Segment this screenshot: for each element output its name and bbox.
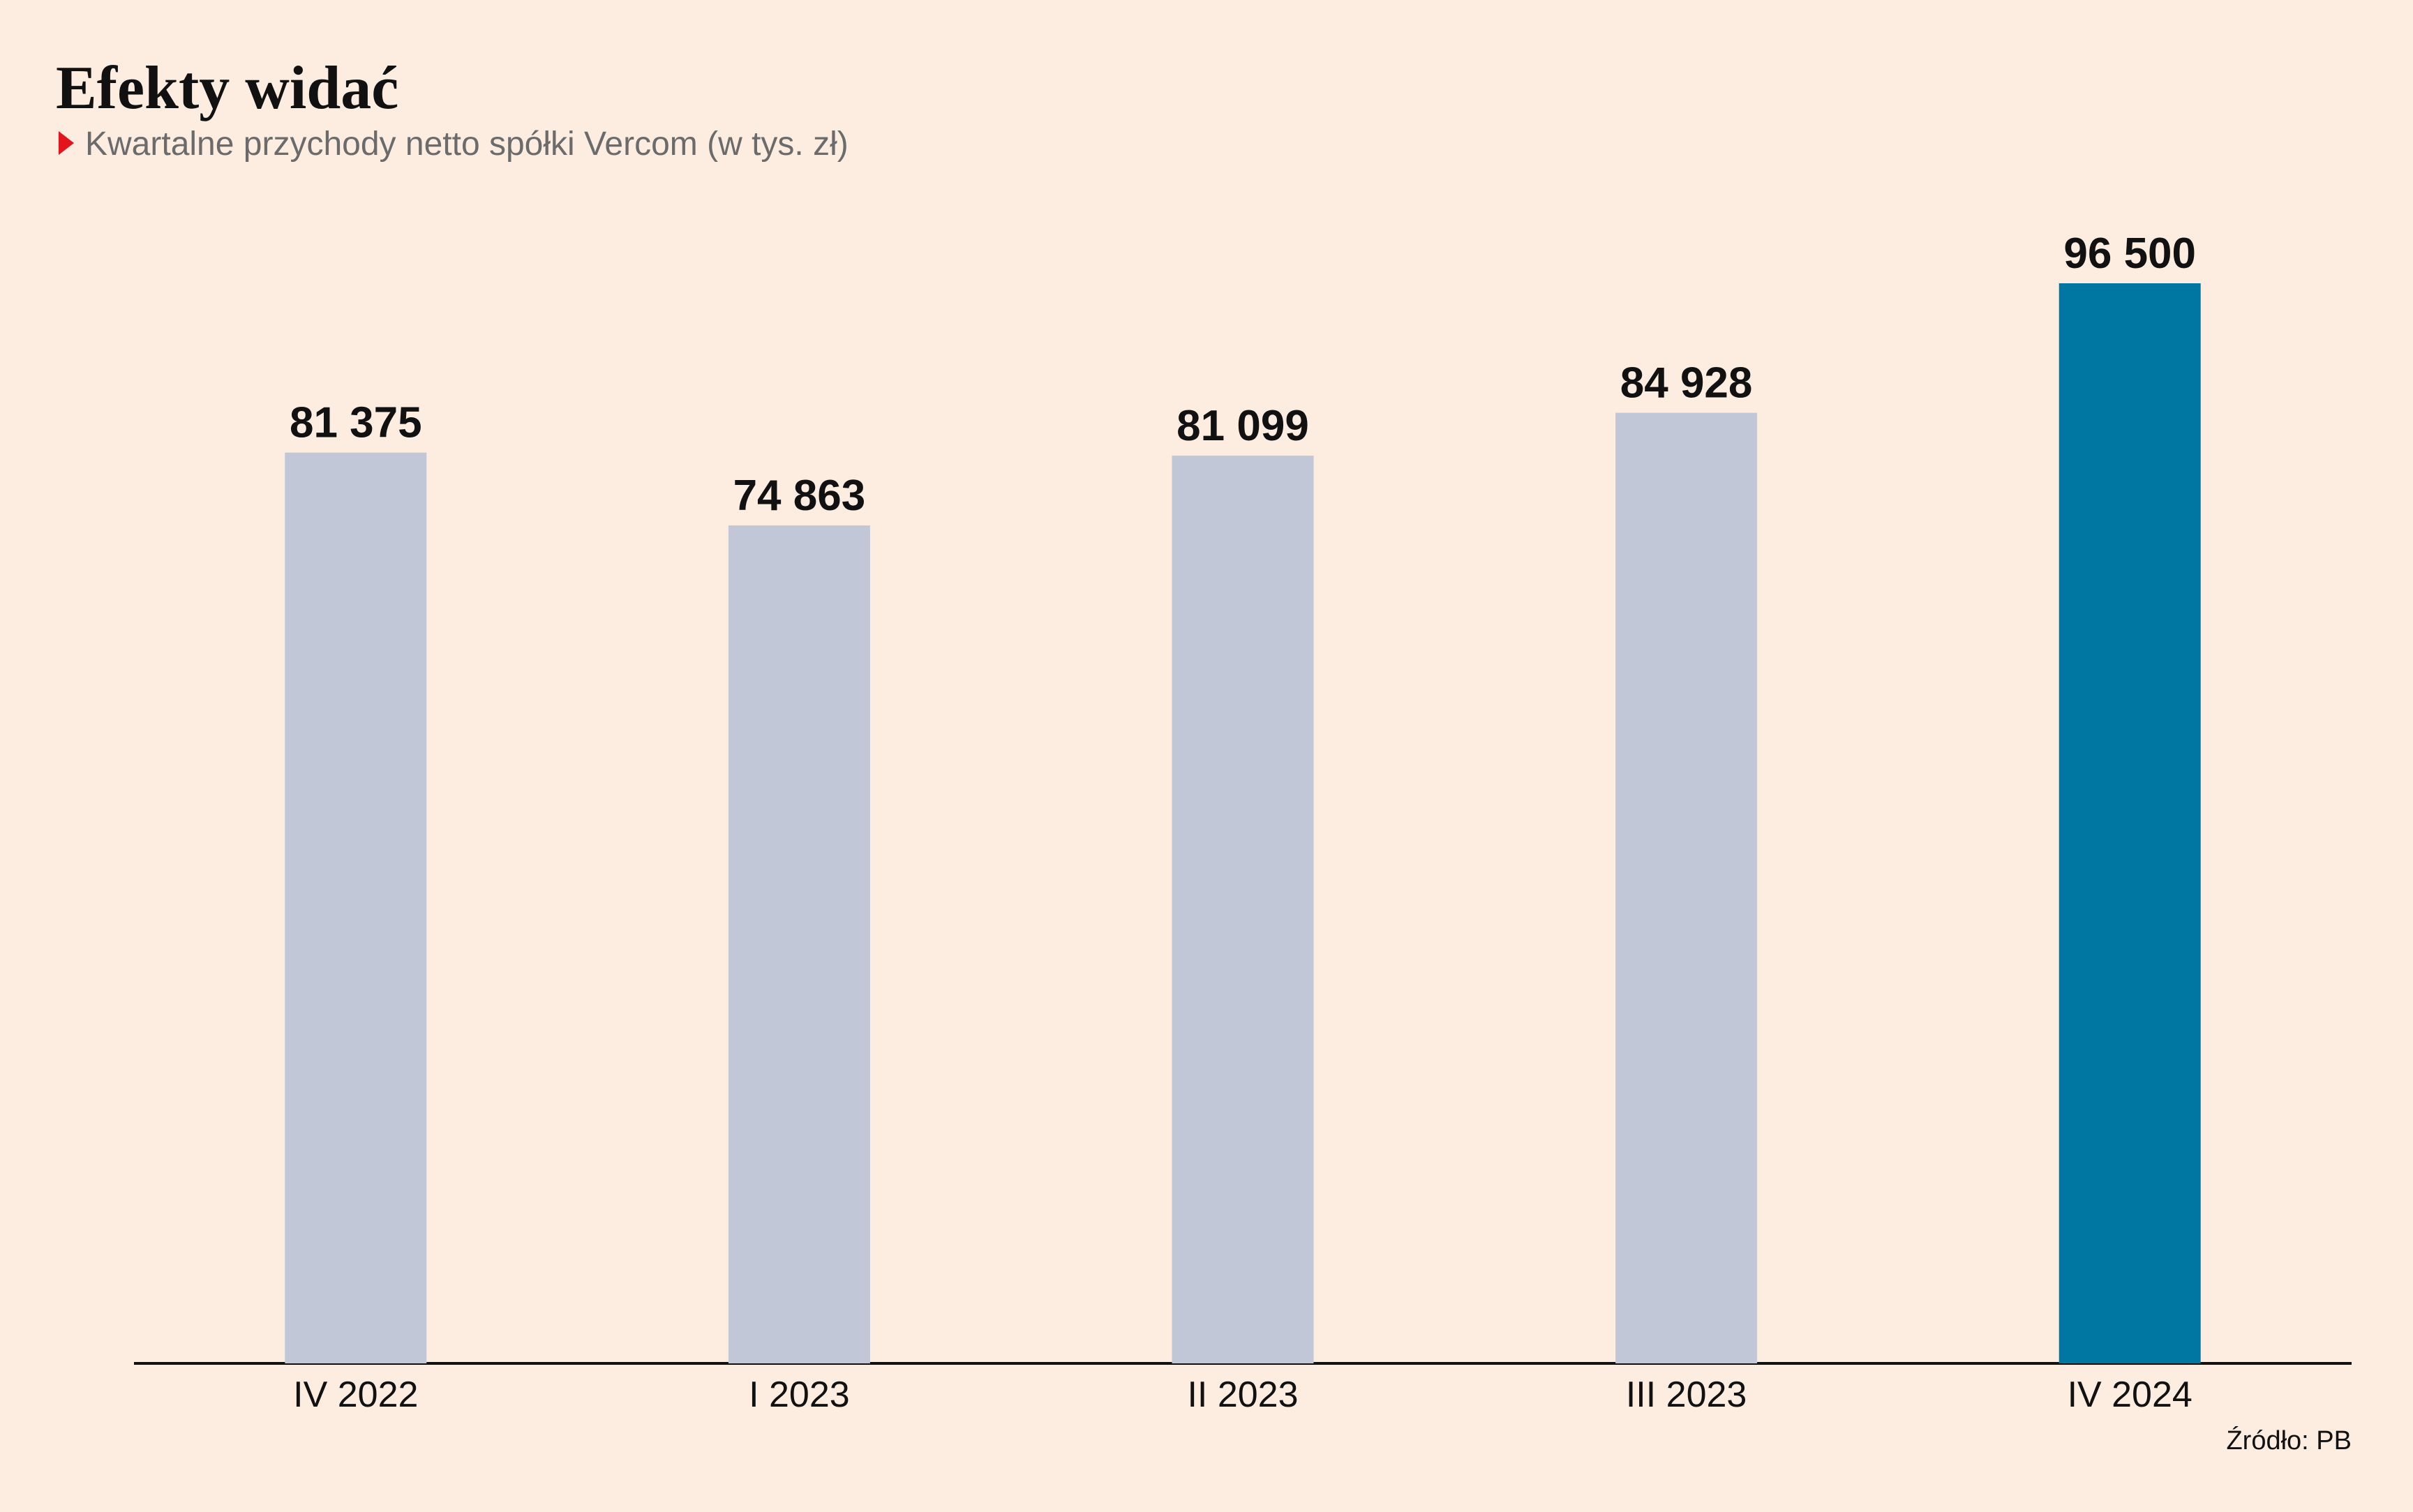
x-tick-label: IV 2022	[293, 1375, 418, 1415]
source: Źródło: PB	[2226, 1425, 2352, 1455]
x-tick-label: II 2023	[1187, 1375, 1298, 1415]
subtitle-marker	[59, 131, 74, 155]
value-label: 81 375	[290, 399, 422, 447]
bar	[285, 452, 427, 1363]
chart-subtitle: Kwartalne przychody netto spółki Vercom …	[85, 126, 849, 163]
value-label: 84 928	[1620, 359, 1753, 407]
value-label: 96 500	[2063, 230, 2196, 278]
value-label: 81 099	[1176, 402, 1309, 450]
bar	[2059, 283, 2201, 1363]
bar	[728, 525, 870, 1363]
bar	[1172, 456, 1314, 1363]
chart-title: Efekty widać	[56, 54, 398, 122]
x-tick-label: IV 2024	[2068, 1375, 2192, 1415]
x-tick-label: I 2023	[749, 1375, 850, 1415]
bar	[1615, 412, 1758, 1364]
value-label: 74 863	[733, 472, 866, 520]
x-tick-label: III 2023	[1626, 1375, 1747, 1415]
